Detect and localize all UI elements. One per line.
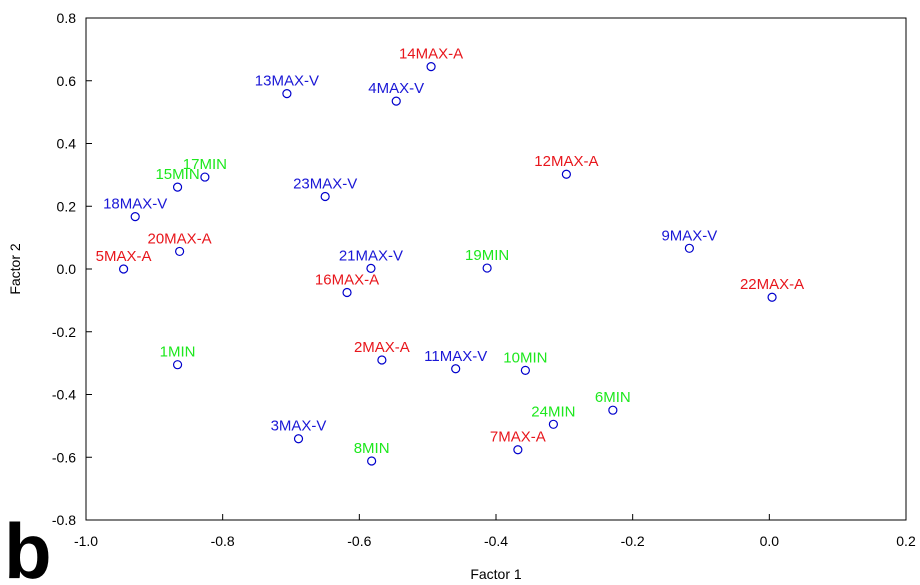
data-point [426, 62, 436, 72]
data-point [520, 365, 530, 375]
point-label: 11MAX-V [424, 348, 487, 365]
x-axis-ticks: -1.0 -0.8 -0.6 -0.4 -0.2 0.0 0.2 [74, 514, 916, 549]
y-tick-label: -0.6 [52, 449, 76, 465]
data-point [200, 172, 210, 182]
point-label: 2MAX-A [354, 339, 410, 356]
data-point [561, 169, 571, 179]
x-tick-label: 0.2 [896, 533, 916, 549]
data-point [118, 264, 129, 274]
point-label: 22MAX-A [740, 276, 804, 293]
x-tick-label: -0.6 [347, 533, 371, 549]
y-axis-ticks: 0.8 0.6 0.4 0.2 0.0 -0.2 -0.4 -0.6 -0.8 [52, 10, 92, 528]
point-label: 7MAX-A [490, 429, 546, 446]
point-label: 10MIN [503, 349, 547, 366]
data-point [608, 405, 618, 415]
y-tick-label: 0.8 [57, 10, 77, 26]
point-label: 5MAX-A [96, 248, 152, 265]
panel-letter: b [4, 507, 52, 585]
plot-frame [85, 17, 907, 521]
data-point [548, 419, 559, 429]
x-axis-label: Factor 1 [470, 566, 522, 582]
point-label: 15MIN [155, 166, 199, 183]
point-label: 17MIN [183, 156, 227, 173]
data-point [366, 263, 376, 273]
point-label: 3MAX-V [271, 418, 327, 435]
point-label: 16MAX-A [315, 272, 379, 289]
data-point [172, 182, 183, 192]
y-tick-label: -0.8 [52, 512, 76, 528]
data-point [293, 434, 304, 444]
data-point [175, 246, 185, 257]
y-tick-label: -0.4 [52, 387, 76, 403]
y-tick-label: 0.4 [57, 136, 77, 152]
point-label: 9MAX-V [661, 227, 717, 244]
point-label: 6MIN [595, 389, 631, 406]
y-tick-label: 0.6 [57, 73, 77, 89]
data-point [130, 212, 140, 222]
point-label: 20MAX-A [148, 230, 212, 247]
x-tick-label: -0.8 [211, 533, 235, 549]
data-point [684, 243, 694, 253]
data-point [367, 456, 377, 466]
data-point [451, 364, 461, 374]
y-tick-label: 0.0 [57, 261, 77, 277]
y-tick-label: -0.2 [52, 324, 76, 340]
data-point [391, 96, 401, 106]
point-label: 24MIN [531, 403, 575, 420]
data-point [342, 287, 352, 298]
y-tick-label: 0.2 [57, 198, 77, 214]
data-point [482, 263, 492, 273]
x-tick-label: -0.4 [484, 533, 508, 549]
data-point [172, 360, 183, 370]
point-label: 1MIN [160, 344, 196, 361]
data-point [320, 191, 330, 202]
point-label: 13MAX-V [255, 73, 319, 90]
point-label: 14MAX-A [399, 46, 463, 63]
point-label: 19MIN [465, 247, 509, 264]
point-label: 23MAX-V [293, 176, 357, 193]
point-label: 18MAX-V [103, 196, 167, 213]
x-tick-label: 0.0 [760, 533, 780, 549]
data-point [767, 292, 777, 302]
y-axis-label: Factor 2 [7, 243, 23, 295]
x-tick-label: -1.0 [74, 533, 98, 549]
x-tick-label: -0.2 [621, 533, 645, 549]
data-point [282, 89, 292, 99]
point-label: 21MAX-V [339, 247, 403, 264]
point-label: 4MAX-V [368, 80, 424, 97]
data-point [513, 445, 523, 455]
data-point [377, 355, 387, 365]
point-label: 12MAX-A [534, 153, 598, 170]
point-label: 8MIN [354, 440, 390, 457]
